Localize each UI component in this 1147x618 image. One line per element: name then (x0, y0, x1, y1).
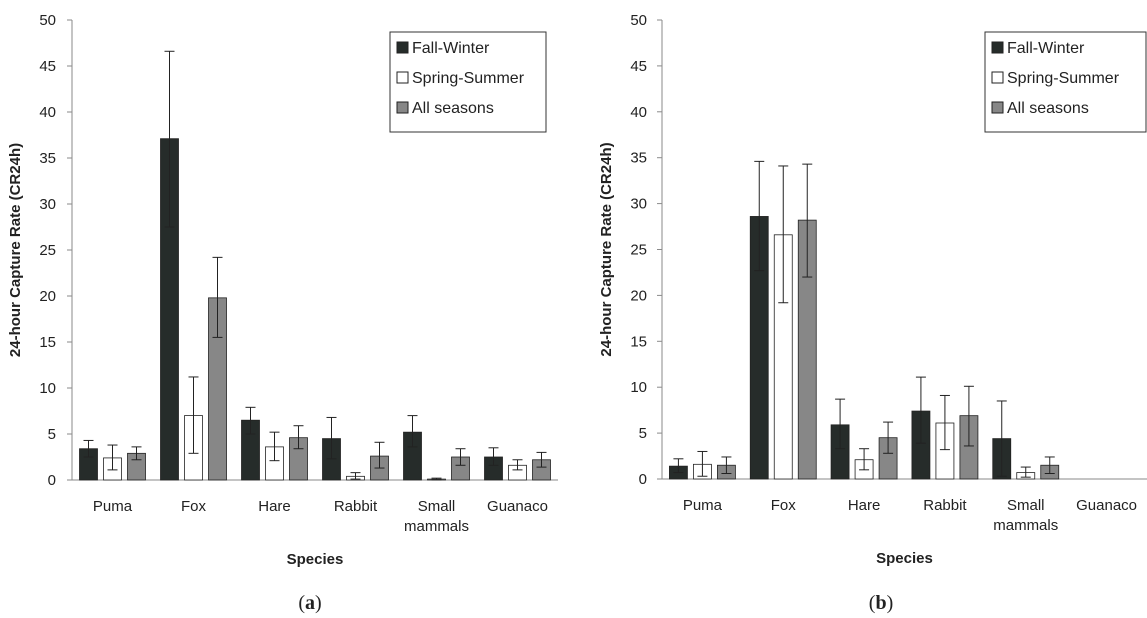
legend-swatch (991, 101, 1004, 114)
y-tick-label: 15 (39, 334, 56, 351)
error-bar (455, 448, 466, 466)
panel-label: (a) (298, 592, 321, 614)
y-tick-label: 30 (630, 196, 647, 213)
x-axis-title: Species (876, 550, 933, 567)
legend-swatch (991, 71, 1004, 84)
chart-panel-a: 0 5 10 15 20 25 30 35 40 45 50 24-hour Capture Rate… (7, 12, 558, 614)
y-tick-label: 40 (39, 104, 56, 121)
x-tick-label: Fox (771, 497, 797, 514)
error-bar (512, 459, 523, 471)
legend-swatch (396, 41, 409, 54)
error-bar (131, 446, 142, 461)
error-bar (326, 416, 337, 460)
error-bar (269, 431, 280, 462)
x-axis-title: Species (287, 551, 344, 568)
legend: Fall-Winter Spring-Summer All seasons (984, 31, 1147, 133)
error-bar (673, 458, 684, 474)
error-bar (883, 421, 894, 454)
legend-swatch (396, 101, 409, 114)
y-tick-label: 10 (630, 379, 647, 396)
error-bar (996, 400, 1007, 477)
error-bar (350, 472, 361, 480)
error-bar (859, 448, 870, 471)
x-tick-label: Rabbit (923, 497, 967, 514)
legend: Fall-Winter Spring-Summer All seasons (389, 31, 547, 133)
x-tick-label: Puma (683, 497, 723, 514)
y-axis-title: 24-hour Capture Rate (CR24h) (7, 143, 24, 357)
y-tick-label: 45 (630, 58, 647, 75)
error-bar (754, 160, 765, 272)
y-tick-label: 0 (639, 471, 647, 488)
error-bar (835, 398, 846, 450)
legend-label: All seasons (1007, 100, 1089, 117)
error-bar (107, 444, 118, 471)
x-tick-label: Hare (258, 498, 291, 515)
x-tick-label: Rabbit (334, 498, 378, 515)
x-tick-label: Small mammals (993, 497, 1058, 534)
y-tick-label: 45 (39, 58, 56, 75)
error-bar (721, 456, 732, 474)
y-tick-label: 0 (48, 472, 56, 489)
error-bar (83, 439, 94, 458)
x-tick-label: Hare (848, 497, 881, 514)
y-tick-label: 25 (39, 242, 56, 259)
y-tick-label: 20 (39, 288, 56, 305)
x-tick-label: Guanaco (487, 498, 548, 515)
x-tick-label: Guanaco (1076, 497, 1137, 514)
error-bar (293, 425, 304, 450)
y-tick-label: 35 (39, 150, 56, 167)
error-bar (697, 450, 708, 477)
error-bar (963, 385, 974, 447)
chart-panel-b: 0 5 10 15 20 25 30 35 40 45 50 24-hour Capture Rate… (598, 12, 1147, 614)
error-bar (488, 447, 499, 466)
error-bar (802, 163, 813, 278)
legend-label: Spring-Summer (412, 70, 525, 87)
legend-label: Fall-Winter (1007, 40, 1085, 57)
y-tick-label: 30 (39, 196, 56, 213)
error-bar (431, 477, 442, 481)
y-tick-label: 15 (630, 333, 647, 350)
error-bar (188, 376, 199, 454)
y-tick-label: 5 (48, 426, 56, 443)
error-bar (778, 165, 789, 304)
error-bar (536, 451, 547, 468)
y-tick-label: 50 (630, 12, 647, 29)
y-axis-title: 24-hour Capture Rate (CR24h) (598, 142, 615, 356)
y-tick-label: 20 (630, 287, 647, 304)
y-tick-label: 10 (39, 380, 56, 397)
error-bar (164, 50, 175, 228)
y-tick-label: 35 (630, 150, 647, 167)
legend-label: Fall-Winter (412, 40, 490, 57)
error-bar (915, 376, 926, 444)
error-bar (407, 415, 418, 448)
error-bar (212, 256, 223, 338)
y-tick-label: 50 (39, 12, 56, 29)
error-bar (374, 441, 385, 469)
error-bar (245, 406, 256, 435)
error-bar (1044, 456, 1055, 474)
error-bar (1020, 466, 1031, 478)
y-tick-label: 40 (630, 104, 647, 121)
legend-label: All seasons (412, 100, 494, 117)
y-tick-label: 25 (630, 242, 647, 259)
legend-swatch (396, 71, 409, 84)
panel-label: (b) (869, 592, 893, 614)
x-tick-label: Puma (93, 498, 133, 515)
legend-swatch (991, 41, 1004, 54)
y-tick-label: 5 (639, 425, 647, 442)
legend-label: Spring-Summer (1007, 70, 1120, 87)
error-bar (939, 394, 950, 451)
x-tick-label: Small mammals (404, 498, 469, 535)
x-tick-label: Fox (181, 498, 207, 515)
